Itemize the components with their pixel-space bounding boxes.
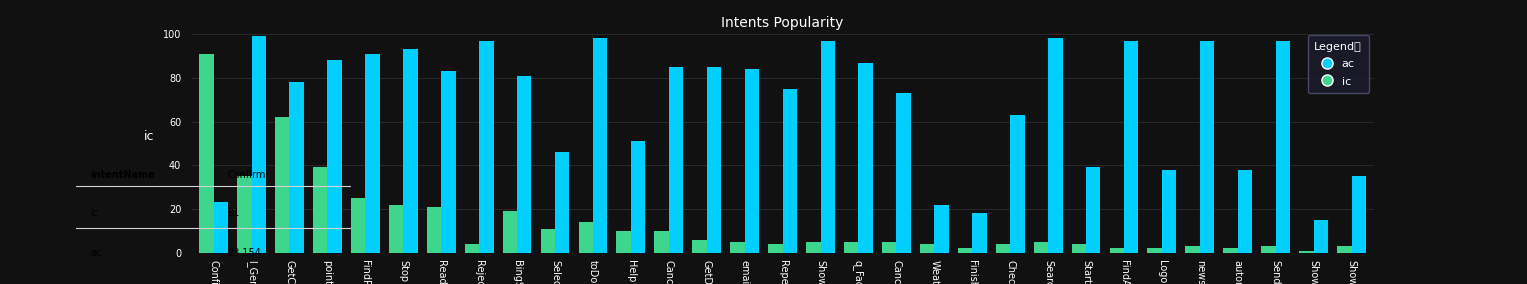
Bar (1261, 246, 1275, 253)
Bar (730, 242, 745, 253)
Bar (428, 207, 441, 253)
Bar (313, 168, 327, 253)
Bar (479, 41, 493, 253)
Bar (518, 76, 531, 253)
Bar (858, 62, 873, 253)
Bar (199, 54, 214, 253)
Bar (214, 202, 228, 253)
Legend: ac, ic: ac, ic (1307, 35, 1368, 93)
Bar (351, 198, 365, 253)
Bar (1185, 246, 1200, 253)
Bar (237, 176, 252, 253)
Bar (692, 240, 707, 253)
Bar (252, 36, 266, 253)
Text: 91: 91 (228, 208, 240, 218)
Bar (1124, 41, 1138, 253)
Bar (1110, 248, 1124, 253)
Bar (403, 49, 418, 253)
Bar (1147, 248, 1162, 253)
Bar (768, 244, 783, 253)
Bar (389, 205, 403, 253)
Bar (1275, 41, 1290, 253)
Bar (844, 242, 858, 253)
Bar (1162, 170, 1176, 253)
Bar (1223, 248, 1238, 253)
Bar (441, 71, 455, 253)
Bar (935, 205, 948, 253)
Bar (579, 222, 592, 253)
Bar (502, 211, 518, 253)
Bar (745, 69, 759, 253)
Bar (782, 89, 797, 253)
Bar (896, 93, 910, 253)
Bar (290, 82, 304, 253)
Bar (631, 141, 646, 253)
Bar (1200, 41, 1214, 253)
Text: Confirm: Confirm (228, 170, 266, 180)
Bar (1299, 250, 1313, 253)
Bar (592, 38, 608, 253)
Bar (883, 242, 896, 253)
Bar (1338, 246, 1351, 253)
Bar (1034, 242, 1048, 253)
Bar (806, 242, 820, 253)
Y-axis label: ic: ic (144, 130, 154, 143)
Bar (1238, 170, 1252, 253)
Text: ac: ac (90, 248, 101, 258)
Bar (655, 231, 669, 253)
Bar (973, 213, 986, 253)
Text: ic: ic (90, 208, 98, 218)
Bar (1048, 38, 1063, 253)
Bar (707, 67, 721, 253)
Bar (996, 244, 1011, 253)
Bar (464, 244, 479, 253)
Bar (617, 231, 631, 253)
Bar (957, 248, 973, 253)
Bar (541, 229, 554, 253)
Bar (275, 117, 290, 253)
Bar (1313, 220, 1328, 253)
Bar (1351, 176, 1367, 253)
Bar (327, 60, 342, 253)
Text: intentName: intentName (90, 170, 154, 180)
Bar (365, 54, 380, 253)
Text: 23.154: 23.154 (228, 248, 261, 258)
Title: Intents Popularity: Intents Popularity (721, 16, 844, 30)
Bar (820, 41, 835, 253)
Bar (669, 67, 683, 253)
Bar (1072, 244, 1086, 253)
Bar (1086, 168, 1101, 253)
Bar (919, 244, 935, 253)
Bar (1011, 115, 1025, 253)
Bar (554, 152, 570, 253)
